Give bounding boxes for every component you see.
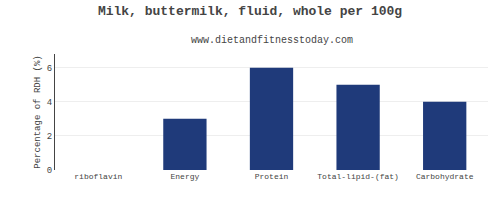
svg-text:2: 2 bbox=[47, 132, 52, 142]
svg-text:6: 6 bbox=[47, 64, 52, 74]
svg-text:4: 4 bbox=[47, 98, 52, 108]
svg-text:0: 0 bbox=[47, 166, 52, 176]
svg-text:Percentage of RDH (%): Percentage of RDH (%) bbox=[33, 55, 43, 168]
svg-text:Carbohydrate: Carbohydrate bbox=[416, 172, 474, 181]
svg-text:riboflavin: riboflavin bbox=[74, 172, 122, 181]
svg-text:Protein: Protein bbox=[255, 172, 289, 181]
svg-text:Total-lipid-(fat): Total-lipid-(fat) bbox=[317, 172, 399, 181]
svg-text:Energy: Energy bbox=[170, 172, 199, 181]
svg-text:Milk, buttermilk, fluid, whole: Milk, buttermilk, fluid, whole per 100g bbox=[98, 4, 402, 19]
svg-text:www.dietandfitnesstoday.com: www.dietandfitnesstoday.com bbox=[191, 35, 353, 46]
